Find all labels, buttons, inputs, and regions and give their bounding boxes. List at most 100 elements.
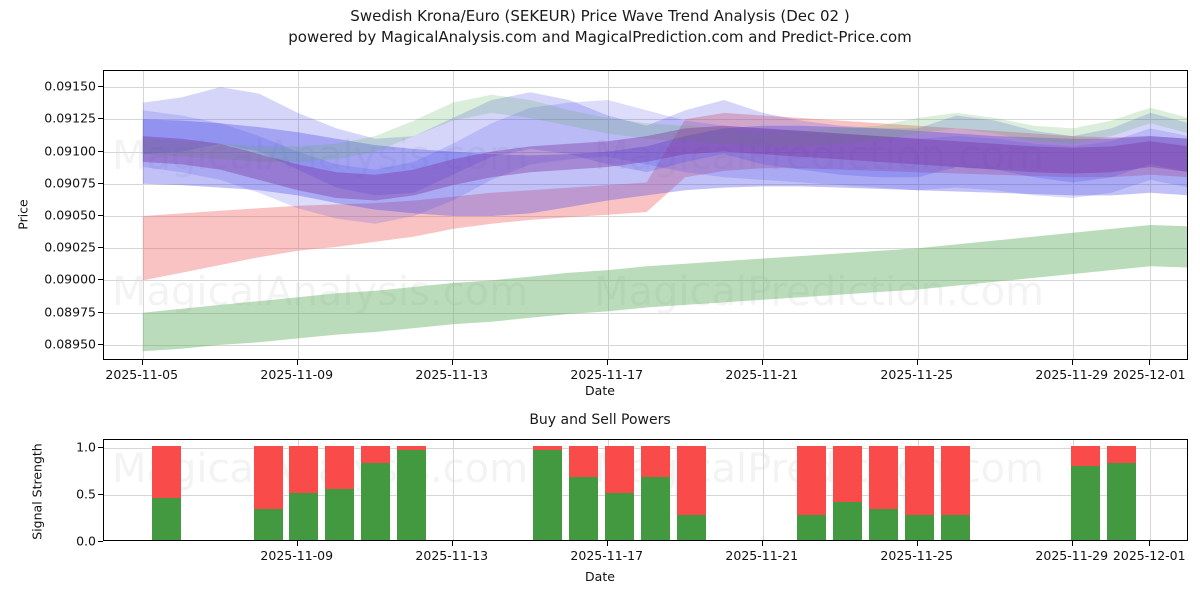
price-x-tickmark: [606, 360, 608, 365]
price-gridline-h: [104, 151, 1187, 153]
price-band-overlay-green-wisp: [142, 94, 1187, 162]
price-x-tickmark: [1149, 360, 1151, 365]
price-gridline-h: [104, 344, 1187, 346]
power-gridline-v: [452, 440, 454, 540]
power-x-tickmark: [296, 541, 298, 546]
price-band-overlay-purple-core: [142, 125, 1187, 201]
buy-sell-powers-panel: Buy and Sell Powers MagicalAnalysis.com …: [0, 412, 1200, 600]
buy-power-segment: [289, 492, 318, 540]
power-bar[interactable]: [677, 445, 706, 540]
buy-power-segment: [152, 497, 181, 540]
price-y-tickmark: [98, 343, 103, 345]
buy-power-segment: [677, 514, 706, 540]
price-y-tickmark: [98, 311, 103, 313]
power-x-tick-label: 2025-11-21: [725, 548, 799, 563]
power-bar[interactable]: [397, 445, 426, 540]
buy-sell-powers-title: Buy and Sell Powers: [529, 412, 671, 428]
price-band-bottom-green-band: [142, 225, 1187, 352]
power-y-tick-label: 0.5: [76, 486, 96, 502]
power-bar[interactable]: [869, 445, 898, 540]
price-y-tick-label: 0.09025: [44, 239, 96, 255]
price-band-overlay-blue-band-a: [142, 87, 1187, 196]
price-y-tickmark: [98, 118, 103, 120]
buy-power-segment: [1107, 462, 1136, 540]
buy-power-segment: [1071, 466, 1100, 540]
power-bar[interactable]: [533, 445, 562, 540]
price-gridline-v: [452, 71, 454, 359]
price-y-tick-label: 0.08950: [44, 336, 96, 352]
price-band-upper-blue-band: [142, 119, 1187, 216]
price-x-tick-label: 2025-11-21: [725, 367, 799, 382]
buy-power-segment: [533, 450, 562, 540]
price-y-axis-title: Price: [15, 199, 31, 230]
price-gridline-v: [762, 71, 764, 359]
power-bar[interactable]: [1071, 445, 1100, 540]
price-x-tickmark: [1071, 360, 1073, 365]
price-y-tick-label: 0.09150: [44, 78, 96, 94]
price-gridline-h: [104, 312, 1187, 314]
power-x-axis-title: Date: [585, 569, 615, 584]
power-y-tickmark: [98, 446, 103, 448]
price-x-tickmark: [916, 360, 918, 365]
buy-power-segment: [905, 514, 934, 540]
price-x-tick-label: 2025-11-29: [1035, 367, 1109, 382]
power-x-tick-label: 2025-12-01: [1112, 548, 1186, 563]
power-bar[interactable]: [254, 445, 283, 540]
power-x-tickmark: [761, 541, 763, 546]
power-y-tickmark: [98, 493, 103, 495]
price-y-tick-label: 0.09075: [44, 175, 96, 191]
price-gridline-h: [104, 87, 1187, 89]
power-bar[interactable]: [641, 445, 670, 540]
price-x-tickmark: [296, 360, 298, 365]
power-bar[interactable]: [289, 445, 318, 540]
buy-sell-plot-area: MagicalAnalysis.com MagicalPrediction.co…: [103, 439, 1188, 541]
power-bar[interactable]: [1107, 445, 1136, 540]
price-y-tickmark: [98, 182, 103, 184]
price-gridline-h: [104, 216, 1187, 217]
power-gridline-v: [762, 440, 764, 540]
price-y-tick-label: 0.09000: [44, 271, 96, 287]
price-gridline-h: [104, 119, 1187, 121]
power-bar[interactable]: [152, 445, 181, 540]
power-x-tickmark: [916, 541, 918, 546]
power-bar[interactable]: [941, 445, 970, 540]
buy-power-segment: [254, 508, 283, 540]
power-x-tick-label: 2025-11-29: [1035, 548, 1109, 563]
price-band-lower-red-band: [142, 112, 1187, 281]
power-bar[interactable]: [569, 445, 598, 540]
price-y-tick-label: 0.09125: [44, 110, 96, 126]
power-bar[interactable]: [361, 445, 390, 540]
price-y-tick-label: 0.09100: [44, 143, 96, 159]
power-x-tickmark: [1071, 541, 1073, 546]
price-y-tickmark: [98, 86, 103, 88]
power-bar[interactable]: [797, 445, 826, 540]
power-y-tickmark: [98, 541, 103, 542]
buy-power-segment: [605, 492, 634, 540]
buy-power-segment: [797, 514, 826, 540]
price-band-overlay-blue-band-b: [142, 100, 1187, 224]
power-y-axis-title: Signal Strength: [29, 443, 45, 540]
price-x-tick-label: 2025-11-13: [415, 367, 489, 382]
power-bar[interactable]: [833, 445, 862, 540]
price-gridline-v: [1150, 71, 1152, 359]
power-x-tickmark: [606, 541, 608, 546]
price-x-tickmark: [451, 360, 453, 365]
page-title: Swedish Krona/Euro (SEKEUR) Price Wave T…: [350, 7, 850, 25]
buy-power-segment: [641, 476, 670, 540]
power-y-tick-label: 1.0: [76, 439, 96, 455]
price-gridline-h: [104, 280, 1187, 282]
buy-power-segment: [325, 489, 354, 540]
price-gridline-v: [297, 71, 299, 359]
power-bar[interactable]: [605, 445, 634, 540]
price-x-tickmark: [761, 360, 763, 365]
power-bar[interactable]: [325, 445, 354, 540]
price-gridline-v: [607, 71, 609, 359]
power-bar[interactable]: [905, 445, 934, 540]
power-x-tick-label: 2025-11-13: [415, 548, 489, 563]
price-gridline-v: [917, 71, 919, 359]
price-gridline-v: [1072, 71, 1074, 359]
price-x-tick-label: 2025-12-01: [1112, 367, 1186, 382]
price-y-tick-label: 0.09050: [44, 207, 96, 223]
price-gridline-h: [104, 183, 1187, 185]
